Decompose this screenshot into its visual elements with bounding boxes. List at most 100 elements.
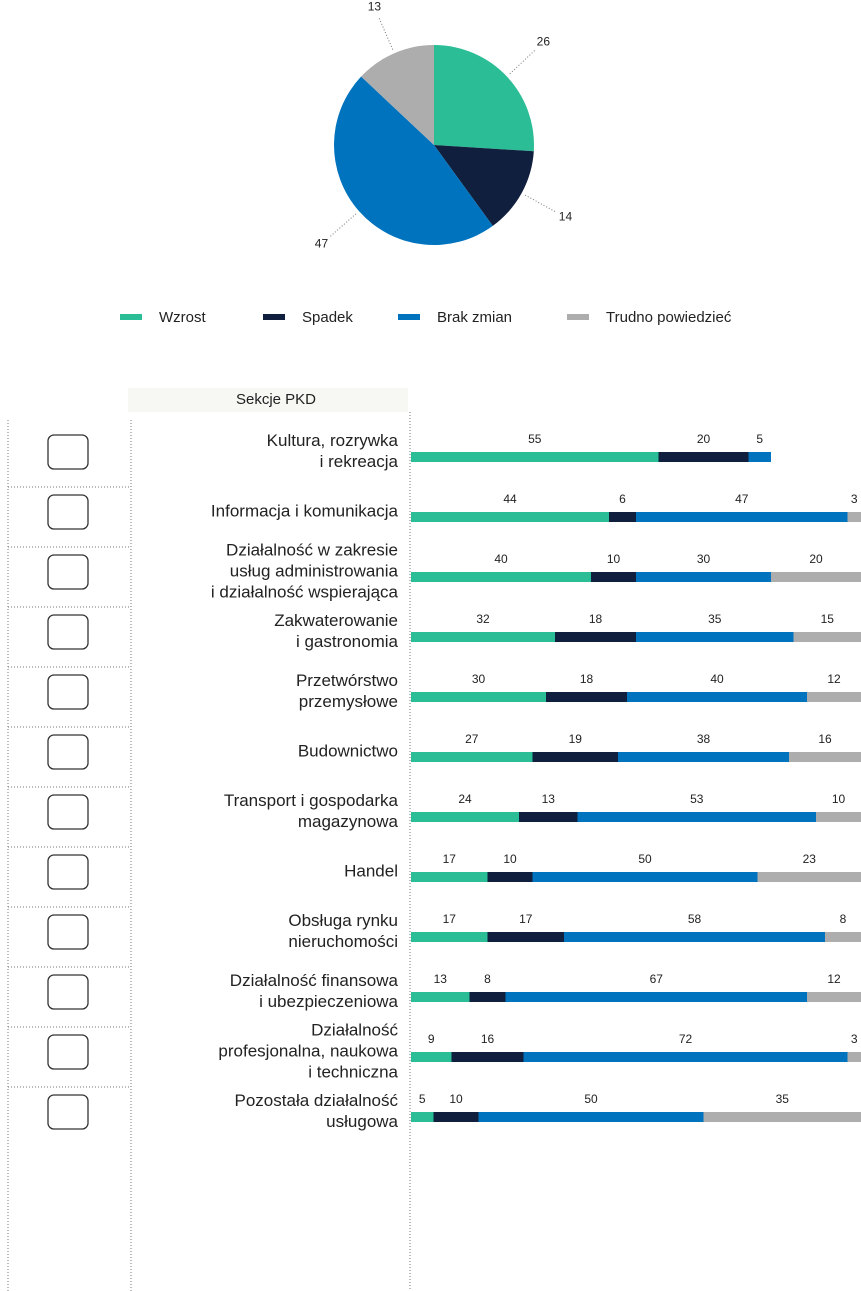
category-label: i techniczna [308, 1062, 398, 1081]
category-label: Transport i gospodarka [224, 791, 399, 810]
legend-swatch [567, 314, 589, 320]
value-label: 50 [638, 852, 652, 866]
bar-segment [636, 632, 794, 642]
leader-line [509, 50, 535, 75]
value-label: 16 [481, 1032, 495, 1046]
icon [47, 494, 89, 530]
bar-segment [748, 452, 771, 462]
bar-segment [411, 872, 488, 882]
bar-segment [807, 992, 861, 1002]
value-label: 20 [697, 432, 711, 446]
bar-segment [816, 812, 861, 822]
icon [47, 434, 89, 470]
icon [47, 1094, 89, 1130]
bar-segment [807, 692, 861, 702]
value-label: 17 [443, 852, 457, 866]
icon [47, 974, 89, 1010]
category-label: Działalność finansowa [230, 971, 399, 990]
bar-segment [771, 572, 861, 582]
category-header: Sekcje PKD [236, 391, 316, 408]
header-bg [128, 388, 408, 412]
value-label: 23 [803, 852, 817, 866]
leader-line [330, 213, 357, 237]
value-label: 10 [503, 852, 517, 866]
category-label: Zakwaterowanie [274, 611, 398, 630]
value-label: 35 [776, 1092, 790, 1106]
bar-segment [546, 692, 627, 702]
value-label: 72 [679, 1032, 693, 1046]
category-label: Kultura, rozrywka [267, 431, 399, 450]
category-label: i ubezpieczeniowa [259, 992, 398, 1011]
category-label: Obsługa rynku [288, 911, 398, 930]
bar-segment [627, 692, 807, 702]
bar-segment [433, 1112, 479, 1122]
icon [47, 914, 89, 950]
value-label: 18 [580, 672, 594, 686]
value-label: 15 [821, 612, 835, 626]
legend-swatch [263, 314, 285, 320]
value-label: 40 [494, 552, 508, 566]
bar-segment [411, 692, 546, 702]
category-label: i gastronomia [296, 632, 399, 651]
pie-slice [333, 76, 493, 246]
value-label: 44 [503, 492, 517, 506]
value-label: 35 [708, 612, 722, 626]
value-label: 17 [443, 912, 457, 926]
icon [47, 614, 89, 650]
bar-segment [411, 452, 659, 462]
value-label: 27 [465, 732, 479, 746]
bar-segment [411, 932, 488, 942]
bar-segment [487, 872, 533, 882]
legend-label: Spadek [302, 309, 353, 326]
value-label: 20 [809, 552, 823, 566]
value-label: 67 [650, 972, 664, 986]
bar-segment [825, 932, 861, 942]
category-label: magazynowa [298, 812, 399, 831]
value-label: 47 [735, 492, 749, 506]
value-label: 12 [827, 972, 841, 986]
value-label: 6 [619, 492, 626, 506]
bar-segment [451, 1052, 524, 1062]
bar-segment [555, 632, 636, 642]
value-label: 18 [589, 612, 603, 626]
value-label: 8 [840, 912, 847, 926]
bar-segment [411, 512, 609, 522]
icon [47, 794, 89, 830]
bar-segment [411, 992, 470, 1002]
category-label: Informacja i komunikacja [211, 501, 399, 520]
category-label: nieruchomości [288, 932, 398, 951]
bar-segment [636, 572, 771, 582]
leader-line [524, 194, 556, 212]
value-label: 16 [818, 732, 832, 746]
bar-segment [469, 992, 506, 1002]
value-label: 10 [607, 552, 621, 566]
bar-segment [411, 752, 533, 762]
slice-label: 47 [315, 236, 329, 250]
leader-line [378, 18, 394, 50]
category-label: Budownictwo [298, 741, 398, 760]
bar-segment [519, 812, 578, 822]
bar-segment [618, 752, 789, 762]
slice-label: 26 [537, 34, 551, 48]
bar-segment [564, 932, 825, 942]
bar-segment [523, 1052, 848, 1062]
pie-slice [434, 45, 534, 152]
value-label: 3 [851, 492, 858, 506]
category-label: Działalność [311, 1020, 398, 1039]
value-label: 50 [584, 1092, 598, 1106]
value-label: 55 [528, 432, 542, 446]
bar-segment [591, 572, 636, 582]
value-label: 19 [569, 732, 583, 746]
bar-segment [532, 752, 618, 762]
bar-segment [757, 872, 861, 882]
bar-segment [658, 452, 749, 462]
value-label: 30 [472, 672, 486, 686]
value-label: 13 [542, 792, 556, 806]
value-label: 8 [484, 972, 491, 986]
value-label: 5 [756, 432, 763, 446]
bar-segment [411, 1112, 434, 1122]
bar-segment [411, 1052, 452, 1062]
value-label: 12 [827, 672, 841, 686]
category-label: Handel [344, 861, 398, 880]
